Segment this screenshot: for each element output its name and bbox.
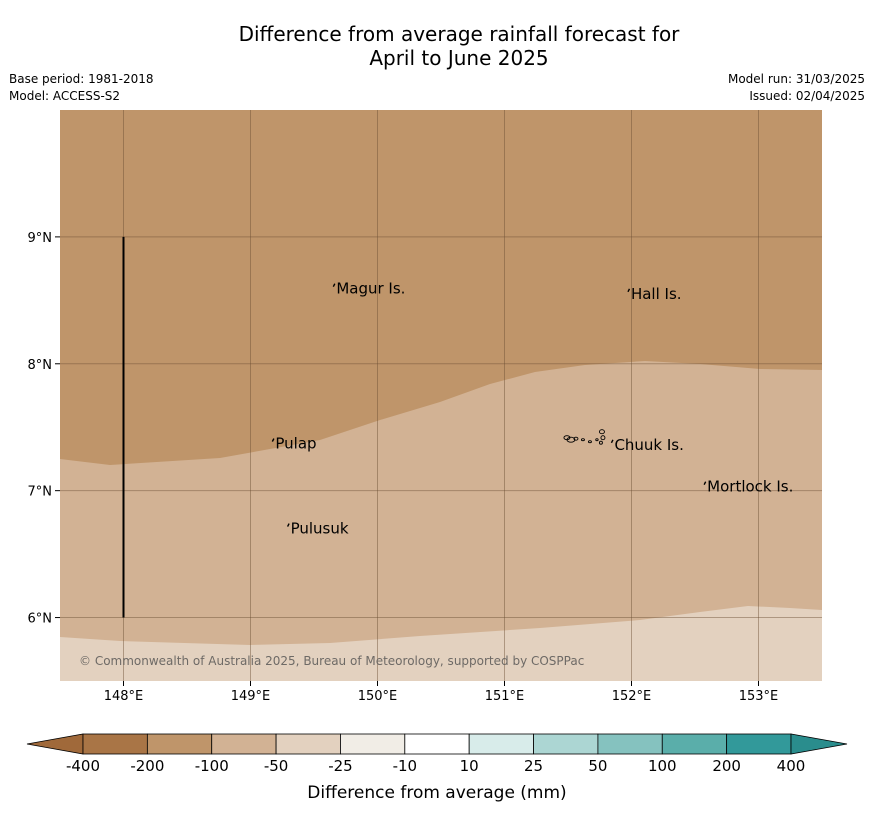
model-run-text: Model run: 31/03/2025 [727, 72, 865, 86]
lat-tick-label: 6°N [28, 612, 53, 627]
model-text: Model: ACCESS-S2 [9, 89, 121, 103]
colorbar-over-arrow [790, 733, 848, 755]
zone-minus50-to-minus25 [60, 606, 822, 681]
colorbar-tick-label: -200 [130, 757, 164, 775]
gridlines [60, 110, 822, 681]
chuuk-islet [573, 436, 579, 441]
zone-minus100-to-minus50 [60, 361, 822, 681]
chuuk-islet [598, 429, 605, 435]
colorbar-tick-label: 25 [524, 757, 543, 775]
base-period-text: Base period: 1981-2018 [9, 72, 154, 86]
island-marker-mortlock-is [703, 481, 707, 485]
colorbar-tick-label: -10 [393, 757, 418, 775]
title-line-2: April to June 2025 [369, 46, 549, 70]
lat-tick-label: 7°N [28, 485, 53, 500]
axis-labels: 148°E 149°E 150°E 151°E 152°E 153°E 9°N 8°N 7°N 6… [28, 231, 779, 704]
issued-text: Issued: 02/04/2025 [749, 89, 865, 103]
lon-tick-label: 149°E [231, 689, 271, 704]
lat-tick-label: 9°N [28, 231, 53, 246]
chuuk-lagoon-islands [563, 429, 606, 445]
lon-tick-label: 151°E [485, 689, 525, 704]
chuuk-islet [600, 435, 606, 441]
lon-tick-label: 150°E [358, 689, 398, 704]
colorbar-swatch-8 [597, 733, 663, 755]
colorbar-swatch-7 [533, 733, 599, 755]
island-marker-chuuk-is [610, 439, 614, 444]
colorbar-swatch-4 [340, 733, 406, 755]
lon-tick-label: 148°E [104, 689, 144, 704]
colorbar: -400 -200 -100 -50 -25 -10 10 25 50 100 200 400 Diff… [26, 733, 848, 803]
colorbar-under-arrow [26, 733, 84, 755]
chuuk-islet [580, 438, 585, 442]
colorbar-swatch-3 [275, 733, 341, 755]
colorbar-swatch-6 [468, 733, 534, 755]
colorbar-tick-label: 200 [712, 757, 741, 775]
island-marker-pulap [271, 438, 275, 442]
chuuk-islet [598, 440, 603, 445]
title-line-1: Difference from average rainfall forecas… [238, 22, 680, 46]
place-label-magur-is: Magur Is. [336, 280, 405, 298]
island-marker-pulusuk [286, 523, 290, 527]
colorbar-label: Difference from average (mm) [307, 783, 566, 803]
island-marker-hall-is [627, 288, 631, 293]
colorbar-swatch-9 [661, 733, 728, 755]
colorbar-tick-label: -25 [328, 757, 353, 775]
metadata-right: Model run: 31/03/2025 Issued: 02/04/2025 [728, 71, 865, 105]
colorbar-swatch-2 [211, 733, 277, 755]
colorbar-swatch-0 [82, 733, 148, 755]
island-marker-magur-is [332, 283, 336, 288]
place-label-chuuk-is: Chuuk Is. [614, 436, 683, 454]
colorbar-tick-label: -50 [264, 757, 289, 775]
lon-tick-label: 153°E [739, 689, 779, 704]
colorbar-tick-label: -400 [66, 757, 100, 775]
chuuk-islet [595, 438, 599, 442]
colorbar-tick-label: 50 [588, 757, 607, 775]
map-title: Difference from average rainfall forecas… [0, 22, 873, 70]
map-overlay: Magur Is. Hall Is. Pulap Chuuk Is. Mortlock … [79, 236, 793, 668]
chuuk-islet [587, 440, 592, 444]
colorbar-tick-label: 100 [648, 757, 677, 775]
colorbar-tick-label: 400 [777, 757, 806, 775]
copyright-notice: © Commonwealth of Australia 2025, Bureau… [79, 654, 584, 668]
place-label-mortlock-is: Mortlock Is. [707, 478, 793, 496]
colorbar-swatch-5 [404, 733, 470, 755]
colorbar-swatch-10 [726, 733, 792, 755]
lon-tick-label: 152°E [612, 689, 652, 704]
place-label-pulusuk: Pulusuk [291, 520, 349, 538]
place-label-hall-is: Hall Is. [631, 285, 682, 303]
place-label-pulap: Pulap [275, 435, 316, 453]
colorbar-swatch-1 [146, 733, 213, 755]
colorbar-tick-label: 10 [460, 757, 479, 775]
metadata-left: Base period: 1981-2018 Model: ACCESS-S2 [9, 71, 154, 105]
map-area[interactable] [60, 110, 822, 681]
colorbar-tick-label: -100 [195, 757, 229, 775]
lat-tick-label: 8°N [28, 358, 53, 373]
